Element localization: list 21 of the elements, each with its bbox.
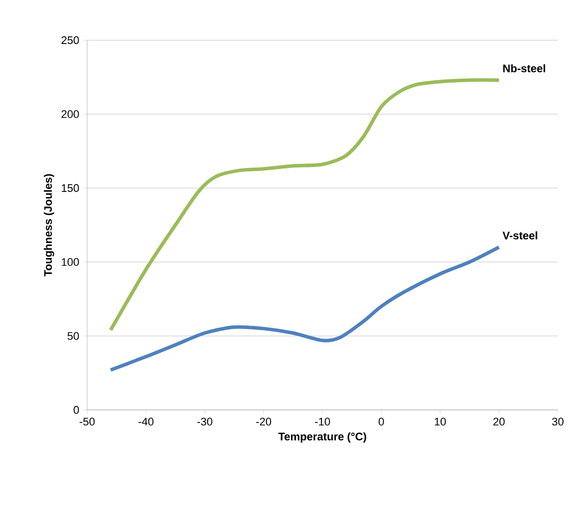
y-axis-title: Toughness (Joules) xyxy=(44,174,54,276)
y-tick-label: 150 xyxy=(62,184,79,192)
y-tick-label: 250 xyxy=(62,36,79,44)
y-tick-label: 0 xyxy=(74,406,79,414)
y-tick-label: 50 xyxy=(68,332,79,340)
line-series xyxy=(108,78,501,332)
x-tick-label: -50 xyxy=(80,418,95,426)
y-tick-label: 200 xyxy=(62,110,79,118)
y-tick-label: 100 xyxy=(62,258,79,266)
x-tick-label: 30 xyxy=(552,418,564,426)
x-tick-label: 20 xyxy=(493,418,505,426)
x-tick-label: -10 xyxy=(315,418,330,426)
x-axis-title: Temperature (°C) xyxy=(278,432,366,443)
x-tick-label: 10 xyxy=(434,418,446,426)
x-tick-label: -20 xyxy=(256,418,272,426)
x-tick-label: -40 xyxy=(138,418,154,426)
x-tick-label: 0 xyxy=(378,418,384,426)
series-label: Nb-steel xyxy=(503,64,546,72)
x-tick-label: -30 xyxy=(197,418,212,426)
line-series xyxy=(108,245,501,372)
series-label: V-steel xyxy=(502,231,538,240)
